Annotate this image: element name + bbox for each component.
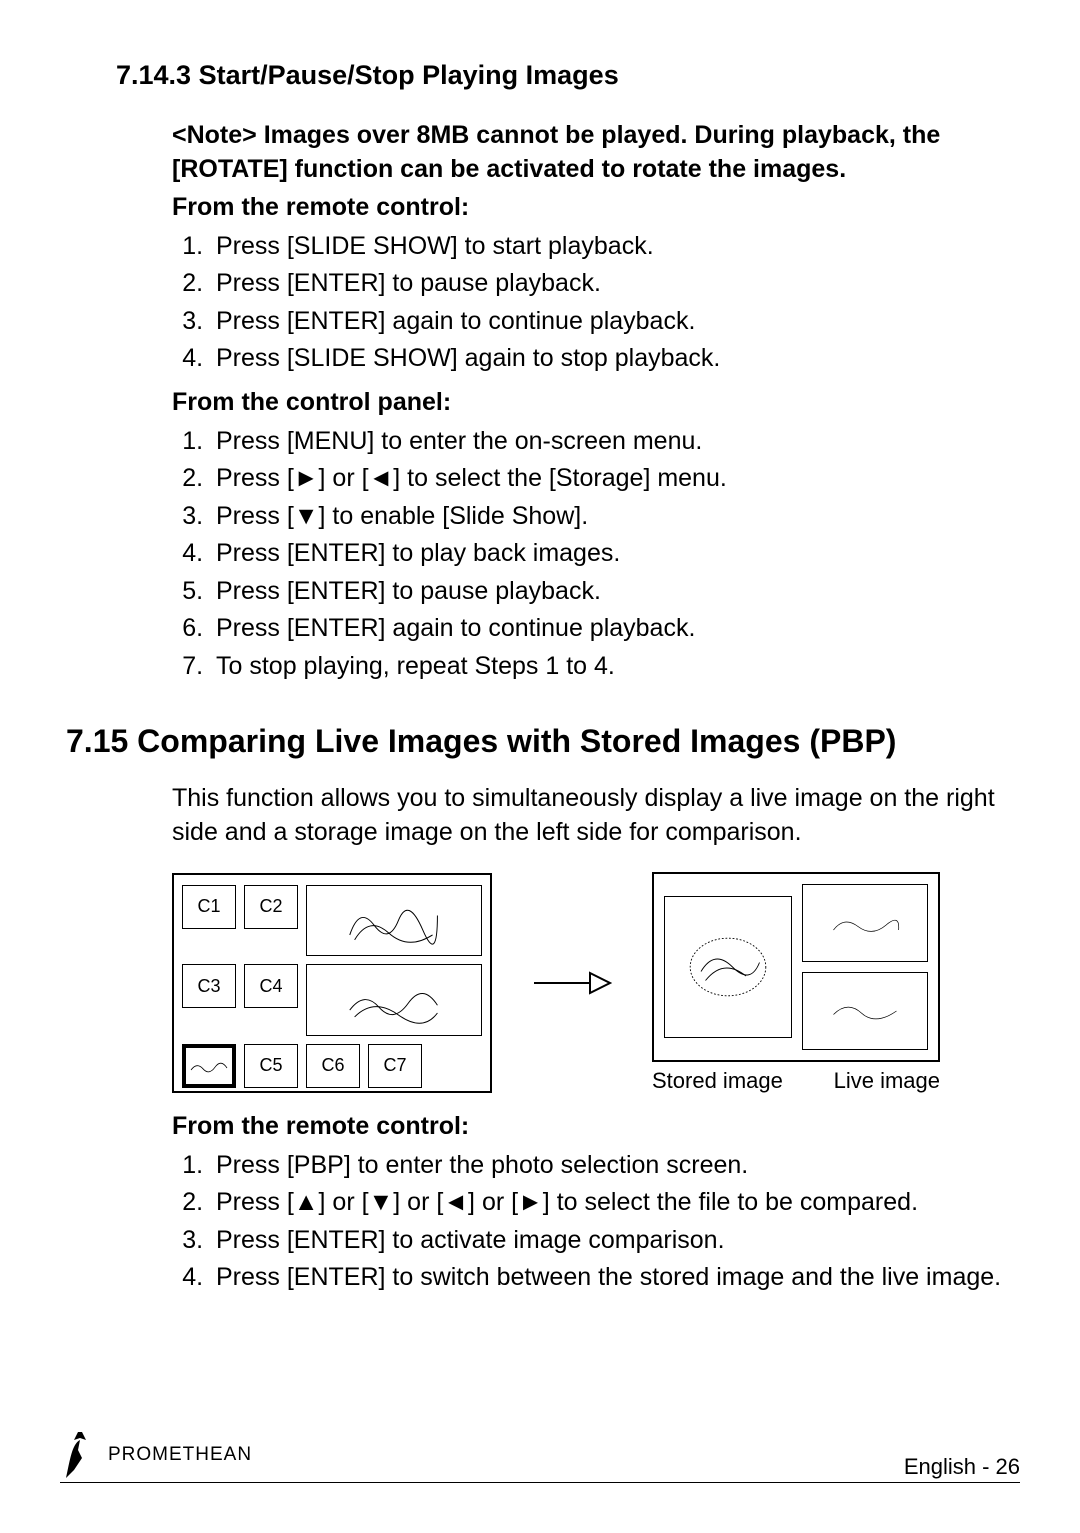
caption-live: Live image (834, 1068, 940, 1094)
list-item: Press [MENU] to enter the on-screen menu… (210, 423, 1020, 461)
diagram-right-panel (652, 872, 940, 1062)
scribble-icon (189, 1051, 229, 1081)
remote-steps-1: Press [SLIDE SHOW] to start playback. Pr… (172, 228, 1020, 378)
section-7-14-3-heading: 7.14.3 Start/Pause/Stop Playing Images (116, 60, 1020, 91)
list-item: Press [ENTER] to pause playback. (210, 573, 1020, 611)
diagram-cell: C4 (244, 964, 298, 1008)
scribble-icon (683, 922, 773, 1012)
list-item: Press [ENTER] to play back images. (210, 535, 1020, 573)
live-image-box (802, 972, 928, 1050)
live-image-box (802, 884, 928, 962)
diagram-cell: C6 (306, 1044, 360, 1088)
diagram-cell: C5 (244, 1044, 298, 1088)
diagram-cell-selected (182, 1044, 236, 1088)
arrow-right-icon (532, 963, 612, 1003)
scribble-icon (830, 903, 900, 943)
diagram-preview (306, 964, 482, 1036)
list-item: Press [▲] or [▼] or [◄] or [►] to select… (210, 1184, 1020, 1222)
pbp-diagram: C1 C2 C3 C4 (172, 872, 1020, 1094)
diagram-preview (306, 885, 482, 957)
list-item: Press [ENTER] again to continue playback… (210, 303, 1020, 341)
remote-title-1: From the remote control: (172, 193, 1020, 222)
scribble-icon (324, 976, 463, 1025)
diagram-cell: C3 (182, 964, 236, 1008)
diagram-cell: C2 (244, 885, 298, 929)
list-item: Press [ENTER] to activate image comparis… (210, 1222, 1020, 1260)
list-item: Press [SLIDE SHOW] to start playback. (210, 228, 1020, 266)
list-item: Press [PBP] to enter the photo selection… (210, 1147, 1020, 1185)
note-text: <Note> Images over 8MB cannot be played.… (172, 119, 1020, 187)
stored-image-box (664, 896, 792, 1038)
panel-title: From the control panel: (172, 388, 1020, 417)
diagram-captions: Stored image Live image (652, 1068, 940, 1094)
list-item: Press [ENTER] to switch between the stor… (210, 1259, 1020, 1297)
list-item: To stop playing, repeat Steps 1 to 4. (210, 648, 1020, 686)
promethean-icon (60, 1430, 100, 1480)
page-number: English - 26 (904, 1454, 1020, 1480)
remote-steps-2: Press [PBP] to enter the photo selection… (172, 1147, 1020, 1297)
section-7-15-heading: 7.15 Comparing Live Images with Stored I… (66, 723, 1020, 760)
diagram-right-block: Stored image Live image (652, 872, 940, 1094)
diagram-cell: C1 (182, 885, 236, 929)
diagram-cell: C7 (368, 1044, 422, 1088)
scribble-icon (830, 991, 900, 1031)
list-item: Press [ENTER] again to continue playback… (210, 610, 1020, 648)
list-item: Press [SLIDE SHOW] again to stop playbac… (210, 340, 1020, 378)
scribble-icon (324, 896, 463, 945)
brand-logo: PROMETHEAN (60, 1430, 252, 1480)
brand-text: PROMETHEAN (108, 1444, 252, 1466)
page-footer: PROMETHEAN English - 26 (60, 1430, 1020, 1483)
caption-stored: Stored image (652, 1068, 783, 1094)
diagram-left-panel: C1 C2 C3 C4 (172, 873, 492, 1093)
document-page: 7.14.3 Start/Pause/Stop Playing Images <… (0, 0, 1080, 1533)
list-item: Press [ENTER] to pause playback. (210, 265, 1020, 303)
list-item: Press [►] or [◄] to select the [Storage]… (210, 460, 1020, 498)
panel-steps: Press [MENU] to enter the on-screen menu… (172, 423, 1020, 686)
list-item: Press [▼] to enable [Slide Show]. (210, 498, 1020, 536)
remote-title-2: From the remote control: (172, 1112, 1020, 1141)
section-7-15-intro: This function allows you to simultaneous… (172, 782, 1020, 850)
